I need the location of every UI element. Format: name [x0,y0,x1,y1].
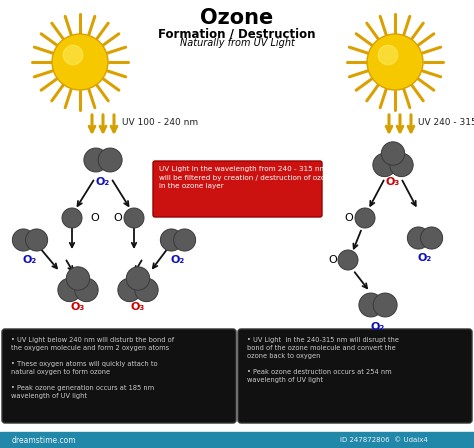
Text: O₃: O₃ [131,302,145,312]
Text: O₂: O₂ [23,255,37,265]
Circle shape [373,293,397,317]
Circle shape [359,293,383,317]
Circle shape [66,267,90,290]
Circle shape [420,227,443,249]
Circle shape [118,278,141,302]
Circle shape [373,153,396,177]
Circle shape [355,208,375,228]
Circle shape [84,148,108,172]
Circle shape [338,250,358,270]
Text: O₂: O₂ [371,322,385,332]
Circle shape [26,229,48,251]
Text: O₃: O₃ [386,177,400,187]
Text: O₂: O₂ [171,255,185,265]
Text: O: O [344,213,353,223]
Bar [0,432,474,448]
FancyBboxPatch shape [153,161,322,217]
Text: UV Light in the wavelength from 240 - 315 nm
will be filtered by creation / dest: UV Light in the wavelength from 240 - 31… [159,166,334,189]
Text: Ozone: Ozone [201,8,273,28]
Text: Formation / Destruction: Formation / Destruction [158,27,316,40]
Circle shape [98,148,122,172]
Circle shape [52,34,108,90]
Text: ID 247872806  © Udaix4: ID 247872806 © Udaix4 [340,437,428,443]
Circle shape [173,229,196,251]
Text: dreamstime.com: dreamstime.com [12,435,77,444]
Text: O: O [90,213,99,223]
FancyBboxPatch shape [2,329,236,423]
Circle shape [378,45,398,65]
Text: O₃: O₃ [71,302,85,312]
Circle shape [12,229,35,251]
Text: O: O [328,255,337,265]
Circle shape [126,267,150,290]
Circle shape [62,208,82,228]
FancyBboxPatch shape [238,329,472,423]
Circle shape [63,45,83,65]
Text: • UV Light  in the 240-315 nm will disrupt the
bond of the ozone molecule and co: • UV Light in the 240-315 nm will disrup… [247,337,399,383]
Circle shape [407,227,429,249]
Circle shape [124,208,144,228]
Circle shape [160,229,182,251]
Text: O: O [113,213,122,223]
Circle shape [135,278,158,302]
Circle shape [58,278,81,302]
Text: UV 240 - 315 nm: UV 240 - 315 nm [418,117,474,126]
Circle shape [381,142,405,165]
Text: O₂: O₂ [418,253,432,263]
Circle shape [367,34,423,90]
Text: • UV Light below 240 nm will disturb the bond of
the oxygen molecule and form 2 : • UV Light below 240 nm will disturb the… [11,337,174,399]
Text: O₂: O₂ [96,177,110,187]
Circle shape [75,278,98,302]
Text: UV 100 - 240 nm: UV 100 - 240 nm [122,117,198,126]
Circle shape [390,153,413,177]
Text: Naturally from UV Light: Naturally from UV Light [180,38,294,48]
